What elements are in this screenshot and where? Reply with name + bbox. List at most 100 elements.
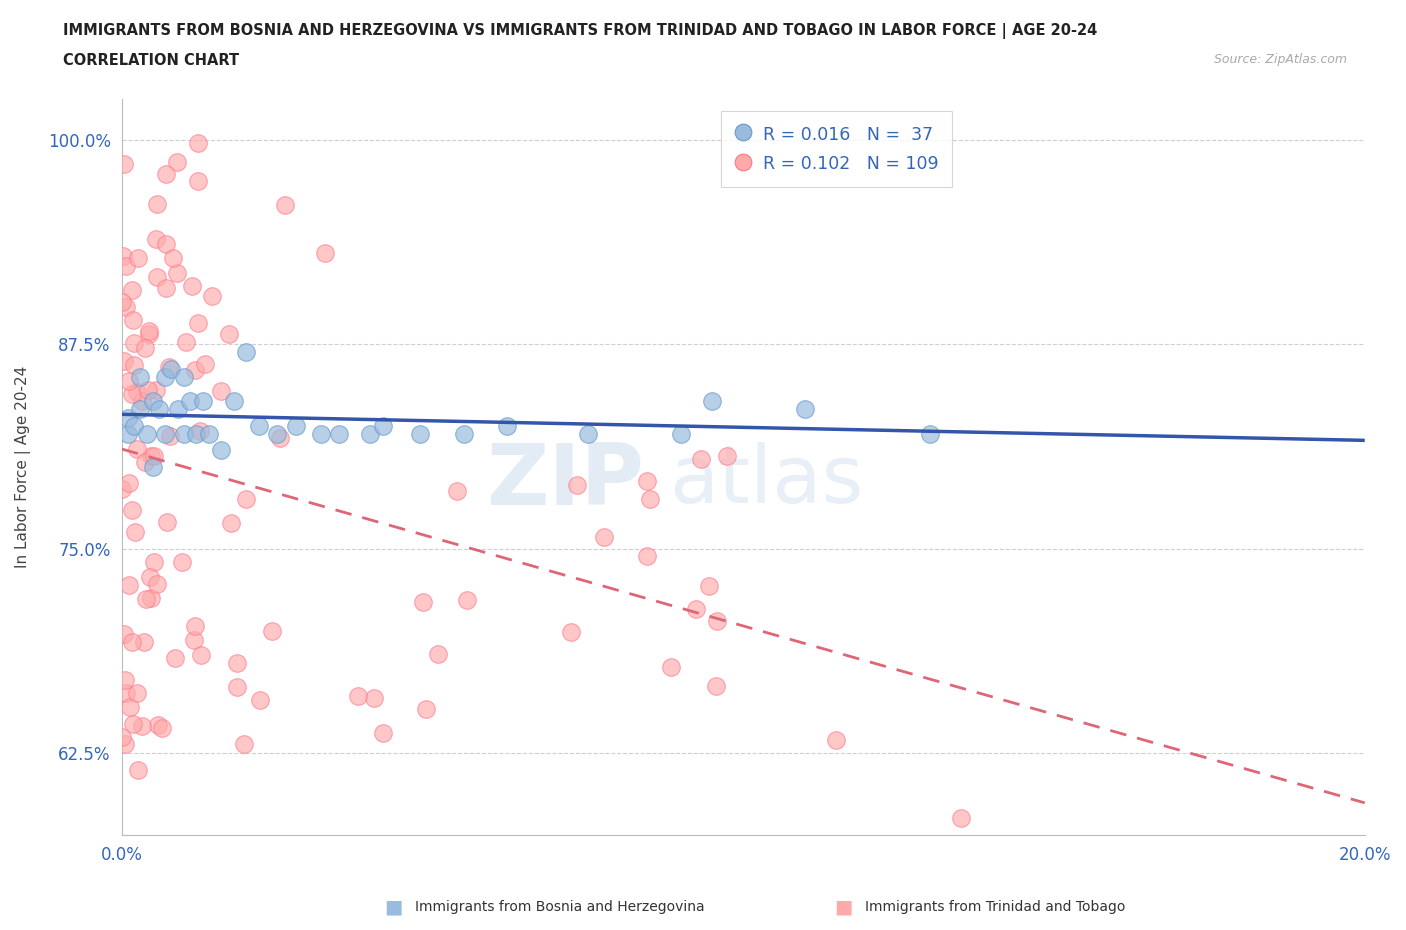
Point <box>150 720 173 735</box>
Point <box>697 579 720 594</box>
Point <box>118 374 141 389</box>
Point <box>117 410 139 425</box>
Point <box>636 474 658 489</box>
Point <box>166 402 188 417</box>
Text: Immigrants from Bosnia and Herzegovina: Immigrants from Bosnia and Herzegovina <box>415 899 704 914</box>
Point <box>121 283 143 298</box>
Text: atlas: atlas <box>669 443 863 521</box>
Point <box>260 623 283 638</box>
Point <box>636 548 658 563</box>
Point <box>132 634 155 649</box>
Text: ■: ■ <box>384 897 404 916</box>
Point <box>184 618 207 633</box>
Text: ZIP: ZIP <box>486 440 644 523</box>
Point <box>122 418 145 433</box>
Point <box>187 173 209 188</box>
Point <box>179 393 201 408</box>
Point <box>371 418 394 433</box>
Point <box>191 393 214 408</box>
Point <box>347 688 370 703</box>
Point <box>235 345 257 360</box>
Point <box>183 632 205 647</box>
Point <box>702 393 724 408</box>
Point <box>232 737 254 751</box>
Point <box>139 448 162 463</box>
Point <box>124 525 146 540</box>
Point <box>669 427 692 442</box>
Point <box>141 591 163 605</box>
Point <box>115 685 138 700</box>
Point <box>592 530 614 545</box>
Point <box>190 648 212 663</box>
Point <box>135 591 157 606</box>
Point <box>560 625 582 640</box>
Point <box>112 248 135 263</box>
Point <box>142 393 165 408</box>
Point <box>188 423 211 438</box>
Point <box>235 492 257 507</box>
Point <box>138 324 160 339</box>
Point <box>576 427 599 442</box>
Text: ■: ■ <box>834 897 853 916</box>
Point <box>155 236 177 251</box>
Point <box>415 702 437 717</box>
Point <box>146 270 169 285</box>
Point <box>160 361 183 376</box>
Point <box>201 288 224 303</box>
Point <box>143 448 166 463</box>
Point <box>121 502 143 517</box>
Point <box>187 135 209 150</box>
Point <box>309 427 332 442</box>
Point <box>122 358 145 373</box>
Point <box>143 554 166 569</box>
Point <box>446 484 468 498</box>
Point <box>690 452 713 467</box>
Point <box>146 717 169 732</box>
Point <box>219 515 242 530</box>
Point <box>117 476 139 491</box>
Point <box>114 672 136 687</box>
Point <box>129 402 152 417</box>
Point <box>685 602 707 617</box>
Point <box>139 569 162 584</box>
Point <box>118 699 141 714</box>
Point <box>111 730 134 745</box>
Point <box>145 232 167 246</box>
Point <box>163 650 186 665</box>
Point <box>112 156 135 171</box>
Legend: R = 0.016   N =  37, R = 0.102   N = 109: R = 0.016 N = 37, R = 0.102 N = 109 <box>721 111 952 187</box>
Point <box>122 312 145 327</box>
Point <box>918 427 941 442</box>
Point <box>145 196 167 211</box>
Point <box>121 717 143 732</box>
Point <box>155 427 177 442</box>
Point <box>284 418 307 433</box>
Point <box>115 299 138 314</box>
Point <box>142 459 165 474</box>
Point <box>135 427 157 442</box>
Point <box>166 154 188 169</box>
Point <box>496 418 519 433</box>
Y-axis label: In Labor Force | Age 20-24: In Labor Force | Age 20-24 <box>15 365 31 568</box>
Point <box>704 678 727 693</box>
Point <box>114 737 136 751</box>
Point <box>218 326 240 341</box>
Point <box>138 326 160 341</box>
Point <box>427 646 450 661</box>
Point <box>949 811 972 826</box>
Point <box>155 281 177 296</box>
Text: Immigrants from Trinidad and Tobago: Immigrants from Trinidad and Tobago <box>865 899 1125 914</box>
Point <box>162 250 184 265</box>
Point <box>124 336 146 351</box>
Point <box>156 515 179 530</box>
Point <box>125 442 148 457</box>
Point <box>706 613 728 628</box>
Point <box>125 685 148 700</box>
Point <box>112 627 135 642</box>
Point <box>825 733 848 748</box>
Point <box>638 492 661 507</box>
Point <box>159 429 181 444</box>
Point <box>186 427 208 442</box>
Point <box>134 455 156 470</box>
Point <box>794 402 817 417</box>
